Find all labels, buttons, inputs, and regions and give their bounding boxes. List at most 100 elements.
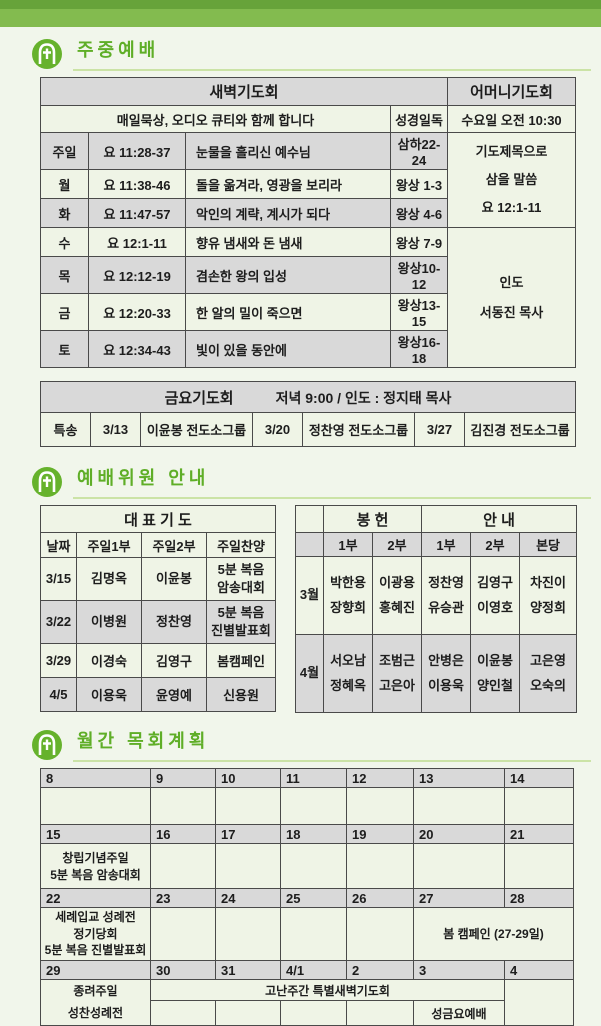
calendar-event-passion-week: 고난주간 특별새벽기도회 <box>150 979 505 1001</box>
topic-cell: 돌을 옮겨라, 영광을 보리라 <box>185 169 391 199</box>
date-cell: 3/13 <box>90 412 141 447</box>
calendar-date: 10 <box>215 768 281 788</box>
calendar-date: 30 <box>150 960 216 980</box>
calendar-date: 28 <box>504 888 574 908</box>
dawn-prayer-title: 새벽기도회 <box>39 77 449 106</box>
calendar-event-good-friday: 성금요예배 <box>413 1000 505 1026</box>
names-cell: 안병은 이용욱 <box>421 634 472 713</box>
date-cell: 4/5 <box>40 677 77 712</box>
special-song-label: 특송 <box>40 412 91 447</box>
committee-tables: 대 표 기 도 날짜 주일1부 주일2부 주일찬양 3/15 김명옥 이윤봉 5… <box>0 505 601 713</box>
month-cell: 3월 <box>295 556 325 635</box>
names-cell: 조범근 고은아 <box>372 634 423 713</box>
name-cell: 김영구 <box>141 643 207 678</box>
friday-prayer-table: 금요기도회 저녁 9:00 / 인도 : 정지태 목사 특송 3/13 이윤봉 전… <box>39 381 577 447</box>
rep-prayer-title: 대 표 기 도 <box>39 505 277 533</box>
calendar-date: 25 <box>280 888 347 908</box>
day-cell: 주일 <box>40 132 89 170</box>
reading-cell: 왕상13-15 <box>389 293 449 331</box>
calendar-date: 3 <box>413 960 505 980</box>
calendar-empty-cell <box>346 907 414 961</box>
calendar-empty-cell <box>215 787 281 825</box>
calendar-date: 2 <box>346 960 414 980</box>
calendar-empty-cell <box>346 843 414 889</box>
calendar-empty-cell <box>280 843 347 889</box>
col-header: 본당 <box>519 532 578 557</box>
calendar-empty-cell <box>150 907 216 961</box>
calendar-date: 8 <box>40 768 151 788</box>
reading-cell: 왕상 1-3 <box>389 169 449 199</box>
calendar-empty-cell <box>280 787 347 825</box>
name-cell: 윤영예 <box>141 677 207 712</box>
mothers-prayer-time: 수요일 오전 10:30 <box>447 105 577 133</box>
topic-cell: 악인의 계략, 계시가 되다 <box>185 198 391 228</box>
group-cell: 이윤봉 전도소그룹 <box>140 412 253 447</box>
name-cell: 이용욱 <box>76 677 142 712</box>
calendar-date: 9 <box>150 768 216 788</box>
calendar-empty-cell <box>280 907 347 961</box>
reading-cell: 왕상16-18 <box>389 330 449 368</box>
calendar-date: 29 <box>40 960 151 980</box>
calendar-empty-cell <box>413 843 505 889</box>
reading-cell: 왕상 7-9 <box>389 227 449 257</box>
day-cell: 월 <box>40 169 89 199</box>
praise-cell: 봄캠페인 <box>205 643 277 678</box>
calendar-date: 16 <box>150 824 216 844</box>
calendar-date: 31 <box>215 960 281 980</box>
verse-cell: 요 11:47-57 <box>88 198 186 228</box>
top-bar-light-strip <box>0 9 601 27</box>
calendar-empty-cell <box>215 907 281 961</box>
section-title: 예배위원 안내 <box>77 468 210 488</box>
calendar-date: 15 <box>40 824 151 844</box>
verse-cell: 요 11:28-37 <box>88 132 186 170</box>
church-icon <box>32 38 62 69</box>
section-worship-committee-header: 예배위원 안내 <box>31 464 591 499</box>
dawn-prayer-table: 새벽기도회 어머니기도회 매일묵상, 오디오 큐티와 함께 합니다 성경일독 수… <box>39 77 577 368</box>
praise-cell: 신용원 <box>205 677 277 712</box>
calendar-date: 19 <box>346 824 414 844</box>
section-monthly-plan-header: 월간 목회계획 <box>31 727 591 762</box>
reading-cell: 왕상 4-6 <box>389 198 449 228</box>
friday-prayer-title: 금요기도회 <box>164 389 234 407</box>
church-icon <box>32 466 62 497</box>
calendar-date: 13 <box>413 768 505 788</box>
day-cell: 목 <box>40 256 89 294</box>
section-title: 주중예배 <box>77 40 160 60</box>
calendar-empty-cell <box>40 787 151 825</box>
calendar-empty-cell <box>504 979 574 1026</box>
topic-cell: 눈물을 흘리신 예수님 <box>185 132 391 170</box>
calendar-date: 12 <box>346 768 414 788</box>
topic-cell: 향유 냄새와 돈 냄새 <box>185 227 391 257</box>
col-header: 2부 <box>372 532 423 557</box>
date-cell: 3/27 <box>414 412 465 447</box>
praise-cell: 5분 복음 진별발표회 <box>205 600 277 644</box>
verse-cell: 요 12:1-11 <box>88 227 186 257</box>
calendar-event-spring-campaign: 봄 캠페인 (27-29일) <box>413 907 574 961</box>
col-header-praise: 주일찬양 <box>205 532 277 558</box>
date-cell: 3/29 <box>40 643 77 678</box>
group-cell: 김진경 전도소그룹 <box>463 412 577 447</box>
calendar-date: 18 <box>280 824 347 844</box>
calendar-date: 23 <box>150 888 216 908</box>
calendar-empty-cell <box>504 787 574 825</box>
verse-cell: 요 12:12-19 <box>88 256 186 294</box>
calendar-date: 27 <box>413 888 505 908</box>
col-header: 2부 <box>470 532 521 557</box>
calendar-empty-cell <box>413 787 505 825</box>
calendar-date: 11 <box>280 768 347 788</box>
names-cell: 박한용 장향희 <box>323 556 374 635</box>
top-bar-dark-strip <box>0 0 601 9</box>
name-cell: 이윤봉 <box>141 557 207 601</box>
guide-title: 안 내 <box>421 505 578 533</box>
reading-header: 성경일독 <box>389 105 449 133</box>
verse-cell: 요 12:20-33 <box>88 293 186 331</box>
section-title-underline: 월간 목회계획 <box>73 727 591 762</box>
name-cell: 정찬영 <box>141 600 207 644</box>
calendar-empty-cell <box>280 1000 347 1026</box>
calendar-date: 20 <box>413 824 505 844</box>
calendar-empty-cell <box>504 843 574 889</box>
praise-cell: 5분 복음 암송대회 <box>205 557 277 601</box>
names-cell: 정찬영 유승관 <box>421 556 472 635</box>
top-green-bar <box>0 0 601 27</box>
offering-title: 봉 헌 <box>323 505 423 533</box>
